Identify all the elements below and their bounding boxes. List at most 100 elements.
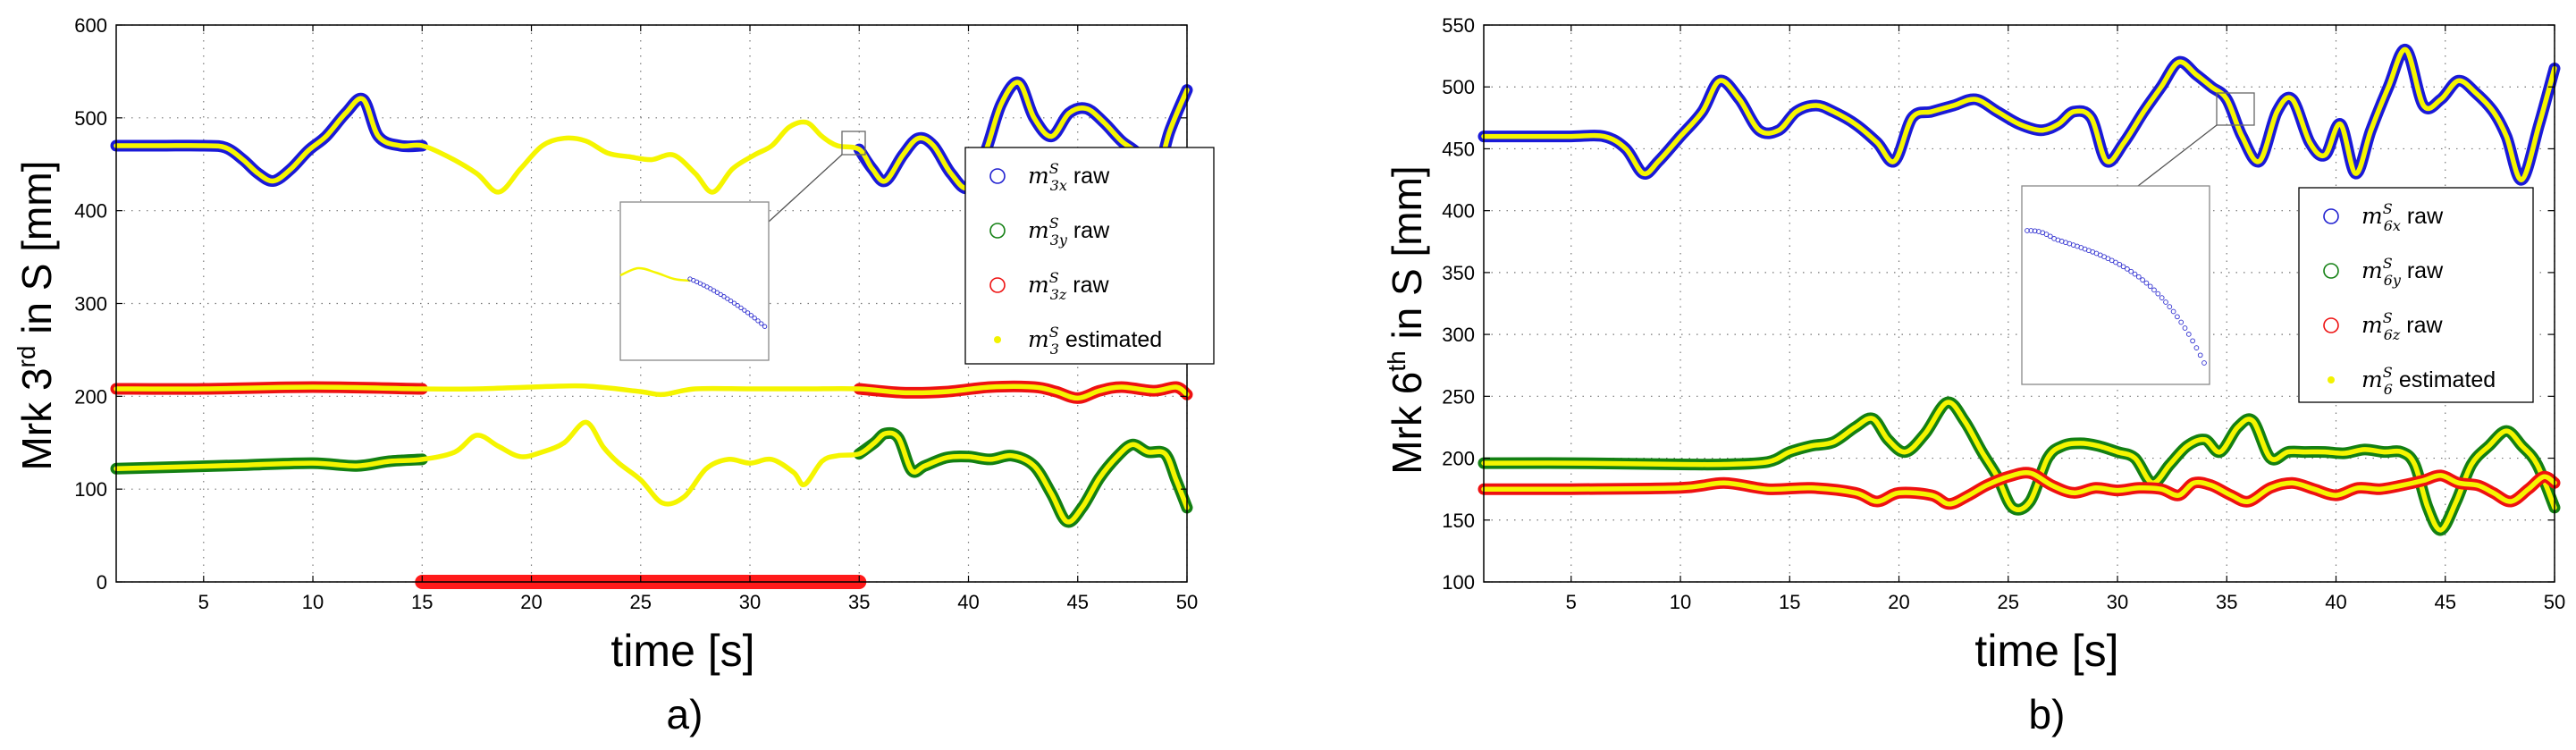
axes-frame-b bbox=[1483, 24, 2555, 583]
x-tick-label-25: 25 bbox=[630, 591, 652, 613]
inset-a-raw-point-21 bbox=[759, 321, 764, 326]
y-tick-label-600: 600 bbox=[74, 14, 107, 37]
y-tick-label-550: 550 bbox=[1442, 14, 1475, 37]
x-tick-label-5: 5 bbox=[1566, 591, 1577, 613]
inset-b-raw-point-43 bbox=[2190, 338, 2195, 344]
y-tick-label-400: 400 bbox=[74, 200, 107, 223]
x-tick-label-40: 40 bbox=[957, 591, 979, 613]
y-label-sup-a: rd bbox=[13, 346, 40, 368]
legend-box-a bbox=[964, 147, 1215, 365]
inset-b-raw-point-35 bbox=[2159, 295, 2165, 300]
inset-a-raw-point-18 bbox=[748, 313, 754, 318]
x-tick-label-15: 15 bbox=[1779, 591, 1800, 613]
y-tick-label-500: 500 bbox=[1442, 76, 1475, 98]
inset-b-raw-point-41 bbox=[2182, 325, 2188, 331]
inset-a-raw-point-16 bbox=[742, 308, 747, 313]
zoom-inset-b bbox=[2021, 92, 2255, 385]
legend-label-3y: mS 3y raw bbox=[1028, 215, 1110, 249]
legend-label-6: mS 6 estimated bbox=[2361, 364, 2496, 398]
x-axis-label-a: time [s] bbox=[610, 626, 754, 676]
y-tick-label-250: 250 bbox=[1442, 385, 1475, 408]
tick-layer-b: 5 10 15 20 25 30 35 40 45 50 100 150 200 250 300 350 400… bbox=[1442, 14, 2565, 613]
chart-panel-b: 5 10 15 20 25 30 35 40 45 50 100 150 200 250 300 350 400… bbox=[1383, 14, 2565, 737]
legend-marker-6x bbox=[2323, 208, 2339, 224]
inset-b-raw-point-1 bbox=[2028, 228, 2034, 233]
inset-b-raw-point-6 bbox=[2047, 233, 2053, 240]
zoom-inset-curve-b bbox=[2025, 228, 2207, 366]
legend-label-6y: mS 6y raw bbox=[2361, 255, 2444, 289]
zoom-inset-box-b bbox=[2021, 185, 2210, 385]
y-tick-label-300: 300 bbox=[1442, 324, 1475, 346]
zoom-connector-b bbox=[2137, 124, 2218, 187]
legend-box-b bbox=[2298, 187, 2534, 403]
inset-a-raw-point-7 bbox=[711, 288, 717, 293]
x-tick-label-45: 45 bbox=[2435, 591, 2456, 613]
m6x-estimated-line bbox=[1481, 46, 2557, 182]
legend-marker-6z bbox=[2323, 317, 2339, 333]
legend-marker-6 bbox=[2328, 376, 2335, 383]
x-tick-label-45: 45 bbox=[1067, 591, 1089, 613]
inset-b-raw-point-28 bbox=[2132, 271, 2138, 277]
legend-label-6x: mS 6x raw bbox=[2361, 200, 2444, 234]
inset-a-raw-point-10 bbox=[721, 294, 727, 299]
zoom-inset-box-a bbox=[619, 201, 770, 361]
x-tick-label-5: 5 bbox=[198, 591, 209, 613]
inset-b-raw-point-0 bbox=[2025, 228, 2030, 233]
x-tick-label-35: 35 bbox=[2216, 591, 2237, 613]
y-label-suffix-b: in S [mm] bbox=[1384, 165, 1430, 350]
legend-marker-3x bbox=[989, 168, 1006, 184]
y-tick-label-450: 450 bbox=[1442, 138, 1475, 160]
inset-b-raw-point-22 bbox=[2109, 257, 2115, 264]
zoom-source-box-b bbox=[2216, 92, 2255, 126]
x-tick-label-50: 50 bbox=[1176, 591, 1198, 613]
legend-marker-3z bbox=[989, 277, 1006, 293]
inset-a-raw-point-19 bbox=[752, 316, 757, 321]
x-tick-label-20: 20 bbox=[1888, 591, 1909, 613]
x-tick-label-15: 15 bbox=[411, 591, 433, 613]
legend-label-6z: mS 6z raw bbox=[2361, 309, 2443, 343]
y-label-prefix-b: Mrk 6 bbox=[1384, 372, 1430, 475]
x-tick-label-10: 10 bbox=[1670, 591, 1691, 613]
inset-b-raw-point-33 bbox=[2151, 287, 2157, 293]
y-tick-label-0: 0 bbox=[97, 571, 107, 594]
inset-b-raw-point-39 bbox=[2175, 314, 2180, 320]
legend-label-3z: mS 3z raw bbox=[1028, 269, 1109, 303]
y-axis-label-b: Mrk 6th in S [mm] bbox=[1383, 165, 1430, 474]
inset-b-raw-point-32 bbox=[2147, 283, 2153, 290]
svg-text:Mrk 3rd in S [mm]: Mrk 3rd in S [mm] bbox=[13, 161, 60, 471]
inset-a-estimated bbox=[619, 266, 691, 282]
m3x-raw-segment-0 bbox=[110, 92, 428, 187]
inset-b-raw-point-26 bbox=[2125, 266, 2130, 272]
legend-marker-3 bbox=[994, 336, 1001, 343]
y-tick-label-500: 500 bbox=[74, 107, 107, 130]
inset-a-raw-point-9 bbox=[718, 291, 723, 298]
y-label-sup-b: th bbox=[1383, 350, 1410, 371]
inset-a-raw-point-8 bbox=[714, 290, 720, 295]
legend-a: mS 3x raw mS 3y raw mS 3z raw mS 3 estimated bbox=[964, 147, 1215, 365]
legend-b: mS 6x raw mS 6y raw mS 6z raw mS 6 estimated bbox=[2298, 187, 2534, 403]
y-tick-label-100: 100 bbox=[1442, 571, 1475, 594]
legend-label-3: mS 3 estimated bbox=[1028, 324, 1162, 358]
y-axis-label-a: Mrk 3rd in S [mm] bbox=[13, 161, 60, 471]
inset-a-raw-point-12 bbox=[728, 298, 734, 304]
inset-b-raw-point-27 bbox=[2128, 268, 2134, 274]
inset-b-raw-point-44 bbox=[2193, 345, 2200, 350]
x-tick-label-20: 20 bbox=[520, 591, 542, 613]
series-layer-b bbox=[1477, 44, 2561, 536]
legend-marker-6y bbox=[2323, 263, 2339, 279]
x-axis-label-b: time [s] bbox=[1974, 626, 2118, 676]
legend-marker-3y bbox=[989, 223, 1006, 239]
inset-b-raw-point-46 bbox=[2201, 360, 2207, 366]
inset-b-raw-point-36 bbox=[2163, 299, 2168, 305]
inset-b-raw-point-37 bbox=[2167, 304, 2173, 309]
inset-a-raw-point-20 bbox=[755, 318, 761, 324]
y-tick-label-200: 200 bbox=[1442, 448, 1475, 470]
y-tick-label-200: 200 bbox=[74, 385, 107, 408]
zoom-inset-a bbox=[619, 131, 866, 361]
zoom-connector-a bbox=[768, 154, 843, 223]
inset-a-raw-point-22 bbox=[762, 324, 768, 329]
inset-b-raw-point-30 bbox=[2140, 277, 2145, 282]
inset-b-raw-point-5 bbox=[2043, 232, 2050, 237]
